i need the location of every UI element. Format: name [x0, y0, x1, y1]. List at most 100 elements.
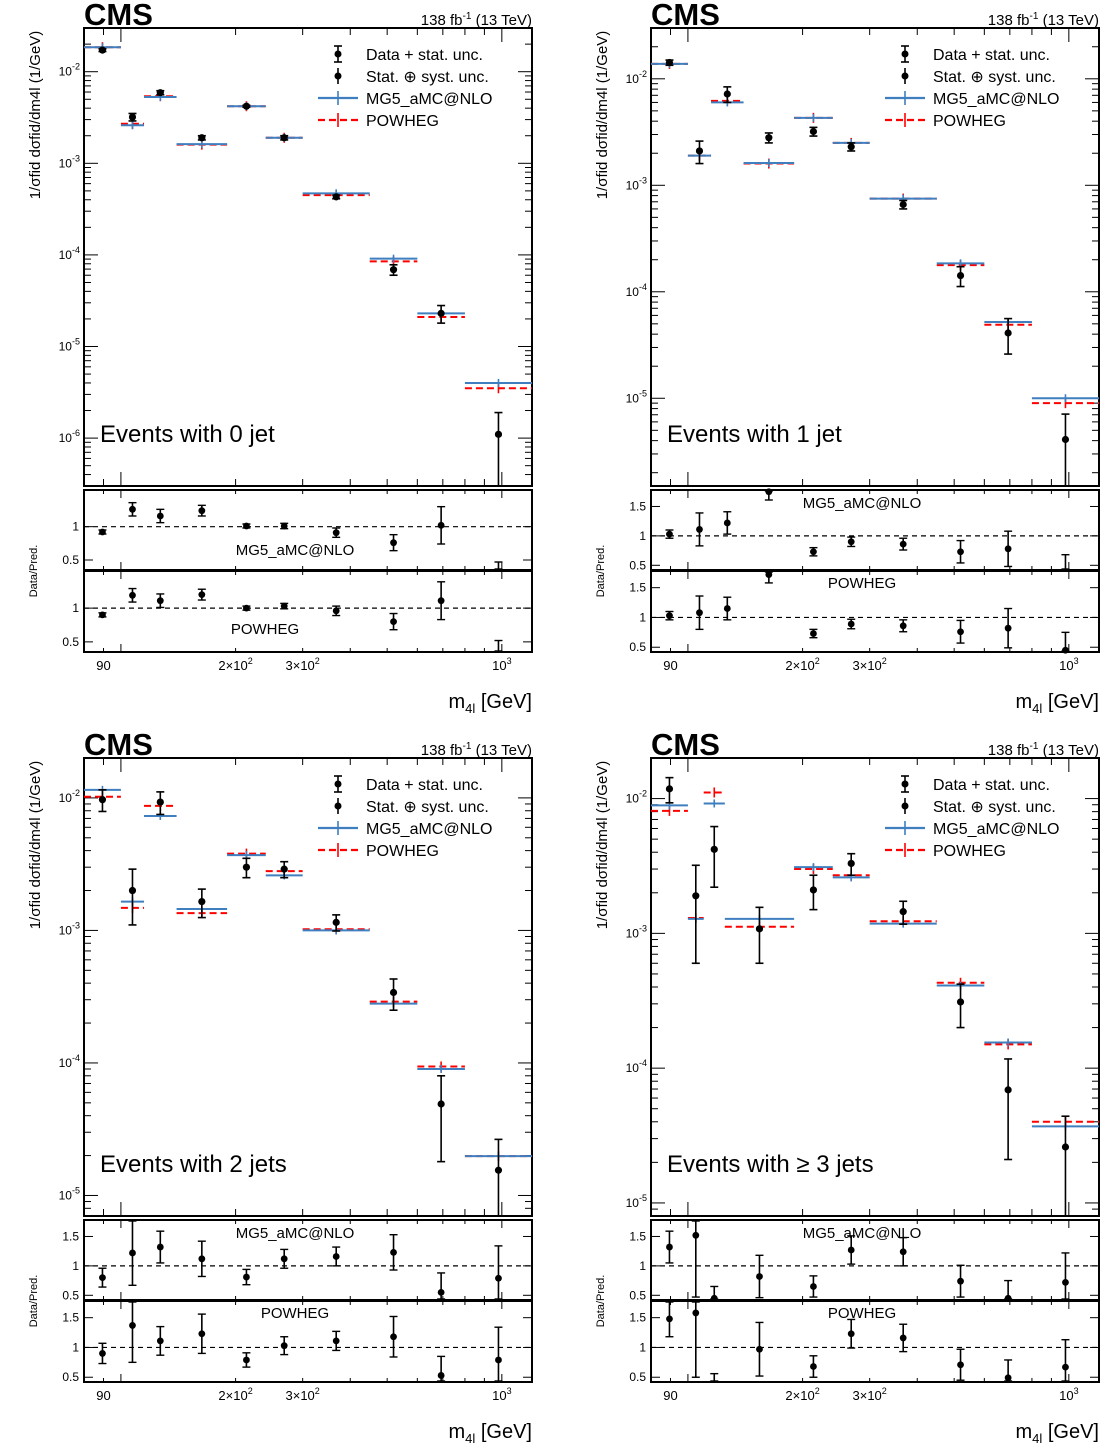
ratio-powheg-frame [650, 1300, 1100, 1383]
legend-label-data-stat: Data + stat. unc. [933, 777, 1050, 794]
ratio-powheg-point [495, 1356, 502, 1364]
y-tick-label: 10-4 [59, 245, 80, 262]
data-point [809, 886, 818, 894]
ratio-powheg-point [666, 612, 673, 620]
ratio-powheg-point [332, 607, 340, 615]
x-axis-var: m [449, 1421, 466, 1443]
ratio-mg5-point [666, 1243, 673, 1251]
main-plot-frame [83, 757, 533, 1217]
x-tick-exponent: 2 [248, 1386, 253, 1396]
y-tick-mantissa: 10 [626, 926, 640, 940]
x-tick-mantissa: 2×10 [785, 1388, 814, 1403]
ratio-powheg-point [1004, 1374, 1012, 1382]
ratio-y-tick-label: 1 [639, 529, 646, 543]
ratio-mg5-point [765, 488, 773, 496]
ratio-powheg-point [847, 620, 855, 628]
x-tick-label-200: 2×102 [785, 1386, 819, 1403]
ratio-y-title-text: Data/Pred. [595, 1275, 607, 1328]
y-tick-exponent: -3 [72, 920, 80, 930]
data-point [847, 143, 855, 151]
y-tick-exponent: -4 [639, 1058, 647, 1068]
x-tick-mantissa: 10 [1059, 658, 1073, 673]
ratio-y-title-text: Data/Pred. [28, 1275, 40, 1328]
x-axis-subscript: 4l [465, 701, 475, 716]
chart-panel-2: CMS 138 fb-1 (13 TeV)10-210-310-410-590 2×… [27, 727, 533, 1446]
ratio-powheg-point [156, 1337, 164, 1345]
y-tick-label: 10-3 [59, 920, 80, 937]
ratio-mg5-point [899, 1248, 907, 1256]
ratio-powheg-frame [650, 570, 1100, 653]
ratio-powheg-point [280, 1342, 288, 1350]
ratio-mg5-point [156, 512, 164, 520]
ratio-mg5-label: MG5_aMC@NLO [803, 495, 922, 512]
x-axis-var: m [449, 691, 466, 713]
x-tick-label-200: 2×102 [218, 656, 252, 673]
data-point [692, 892, 700, 900]
ratio-powheg-label: POWHEG [261, 1305, 329, 1322]
x-tick-label-1000: 103 [492, 1386, 511, 1403]
y-tick-label: 10-4 [59, 1053, 80, 1070]
ratio-mg5-label: MG5_aMC@NLO [803, 1225, 922, 1242]
y-tick-mantissa: 10 [626, 178, 640, 192]
ratio-powheg-point [692, 1309, 700, 1317]
x-tick-mantissa: 10 [1059, 1388, 1073, 1403]
ratio-y-tick-label: 1 [72, 1340, 79, 1354]
x-axis-subscript: 4l [465, 1431, 475, 1446]
data-point [332, 193, 340, 201]
y-axis-title-text: 1/σfid dσfid/dm4l (1/GeV) [594, 31, 611, 200]
ratio-mg5-point [99, 1274, 106, 1282]
x-tick-mantissa: 3×10 [853, 1388, 882, 1403]
ratio-powheg-point [198, 591, 206, 599]
ratio-y-tick-label: 1 [639, 1259, 646, 1273]
legend-label-data-syst: Stat. ⊕ syst. unc. [933, 799, 1056, 816]
data-point [765, 134, 773, 142]
ratio-y-tick-label: 1.5 [629, 1311, 646, 1325]
legend-label-mg5: MG5_aMC@NLO [933, 91, 1060, 108]
ratio-mg5-point [957, 548, 964, 556]
x-tick-exponent: 2 [815, 656, 820, 666]
y-tick-label: 10-5 [626, 1193, 647, 1210]
ratio-powheg-point [243, 604, 250, 612]
x-tick-label-200: 2×102 [785, 656, 819, 673]
x-tick-mantissa: 3×10 [286, 1388, 315, 1403]
y-tick-exponent: -4 [639, 282, 647, 292]
ratio-mg5-point [280, 522, 288, 530]
ratio-mg5-label: MG5_aMC@NLO [236, 1225, 355, 1242]
ratio-mg5-point [710, 1294, 718, 1302]
x-tick-exponent: 3 [1074, 656, 1079, 666]
ratio-y-tick-label: 0.5 [62, 635, 79, 649]
events-category-label: Events with ≥ 3 jets [667, 1151, 874, 1178]
ratio-y-tick-label: 1 [639, 1340, 646, 1354]
data-point [389, 266, 398, 274]
events-category-label: Events with 0 jet [100, 421, 275, 448]
legend-label-mg5: MG5_aMC@NLO [933, 821, 1060, 838]
x-tick-label-300: 3×102 [853, 656, 887, 673]
ratio-powheg-point [1062, 646, 1069, 654]
legend-label-data-syst: Stat. ⊕ syst. unc. [366, 799, 489, 816]
lumi-value: 138 fb [988, 742, 1030, 759]
x-axis-unit: [GeV] [475, 691, 532, 713]
y-tick-mantissa: 10 [59, 1056, 73, 1070]
ratio-mg5-point [847, 538, 855, 546]
main-plot-frame [650, 27, 1100, 487]
y-tick-exponent: -3 [639, 923, 647, 933]
events-category-label: Events with 1 jet [667, 421, 842, 448]
ratio-powheg-point [847, 1330, 855, 1338]
y-tick-mantissa: 10 [59, 431, 73, 445]
ratio-mg5-point [696, 526, 703, 533]
y-tick-exponent: -4 [72, 1053, 80, 1063]
ratio-mg5-label: MG5_aMC@NLO [236, 542, 355, 559]
ratio-mg5-point [129, 1249, 136, 1257]
x-axis-title: m4l [GeV] [449, 1421, 533, 1446]
y-tick-mantissa: 10 [626, 1196, 640, 1210]
data-point [128, 886, 137, 895]
y-tick-exponent: -5 [72, 1185, 80, 1195]
x-axis-subscript: 4l [1032, 1431, 1042, 1446]
ratio-mg5-point [156, 1243, 164, 1251]
ratio-y-tick-label: 1 [72, 1259, 79, 1273]
ratio-mg5-point [390, 539, 397, 547]
ratio-mg5-point [692, 1231, 700, 1239]
ratio-y-tick-label: 1 [72, 520, 79, 534]
ratio-mg5-point [899, 540, 907, 548]
x-tick-mantissa: 3×10 [286, 658, 315, 673]
